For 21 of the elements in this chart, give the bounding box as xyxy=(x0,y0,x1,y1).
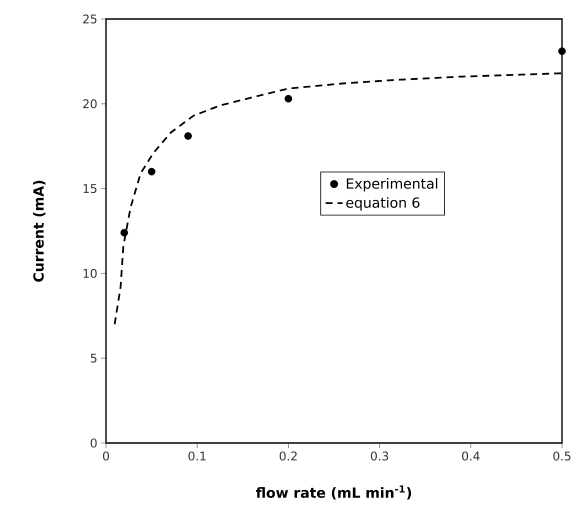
point xyxy=(284,94,292,102)
x-tick-label: 0 xyxy=(102,452,110,461)
x-tick-label: 0.5 xyxy=(553,452,570,461)
y-tick-label: 20 xyxy=(83,99,97,108)
y-tick-label: 0 xyxy=(90,438,97,448)
x-tick-label: 0.2 xyxy=(280,452,297,461)
point xyxy=(184,132,192,140)
y-tick-label: 15 xyxy=(84,184,96,194)
legend-label: Experimental xyxy=(346,178,438,192)
point xyxy=(120,228,128,236)
x-tick-label: 0.3 xyxy=(370,452,388,461)
point xyxy=(558,47,566,56)
y-tick-label: 10 xyxy=(84,268,97,278)
x-tick-label: 0.1 xyxy=(188,452,206,461)
y-tick-label: 5 xyxy=(90,354,96,363)
legend-label: equation 6 xyxy=(346,197,420,211)
x-axis-title: flow rate (mL min$^{-1}$) xyxy=(256,485,412,500)
x-tick-label: 0.4 xyxy=(462,452,480,461)
y-tick-label: 25 xyxy=(83,14,96,24)
point xyxy=(148,168,156,176)
y-axis-title: Current (mA) xyxy=(33,180,46,282)
